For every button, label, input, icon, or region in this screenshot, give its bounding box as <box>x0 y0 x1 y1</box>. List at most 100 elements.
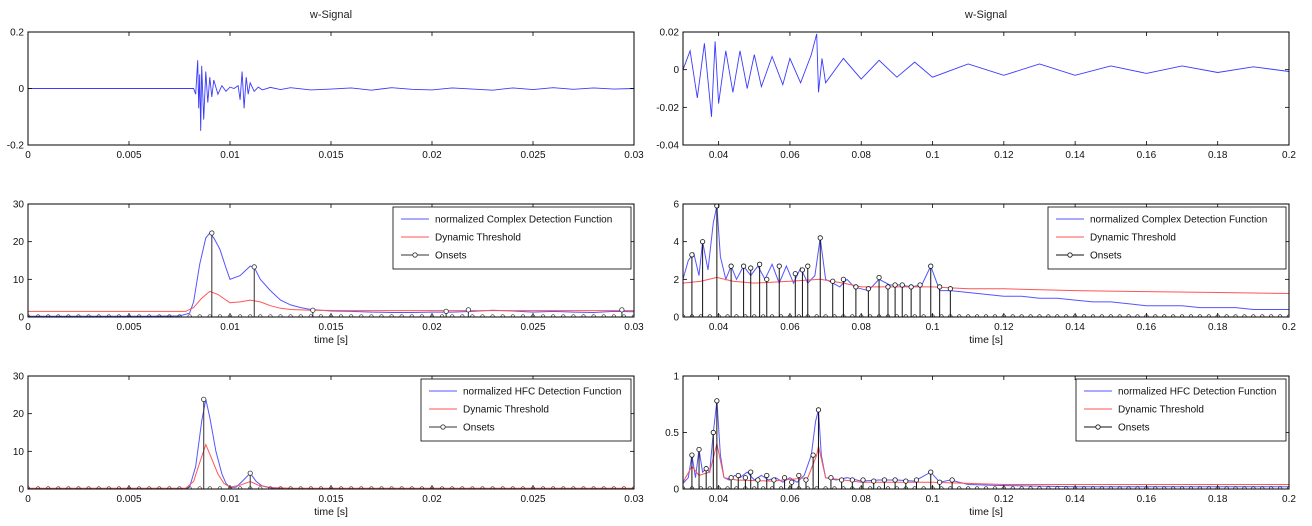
x-tick-label: 0.015 <box>318 150 343 161</box>
onset-marker <box>201 396 207 402</box>
chart-complex-left: 0 0.005 0.01 0.015 0.02 0.025 0.03 0 10 20 30 time … <box>13 200 644 347</box>
legend-box <box>392 206 632 270</box>
x-tick-label: 0.06 <box>780 322 800 333</box>
onset-marker <box>928 263 934 269</box>
onset-marker <box>789 479 795 485</box>
y-tick-label: 0 <box>18 485 24 496</box>
x-tick-label: 0.02 <box>422 494 442 505</box>
y-tick-label: 10 <box>13 275 25 286</box>
plot-area <box>683 33 1289 117</box>
legend-label: Dynamic Threshold <box>1118 405 1204 416</box>
onset-marker <box>796 472 802 479</box>
onset-marker <box>781 475 788 481</box>
series-line-threshold <box>683 276 1289 294</box>
legend-label: normalized Complex Detection Function <box>435 215 612 226</box>
onset-marker <box>830 278 836 284</box>
x-tick-label: 0.1 <box>926 150 940 161</box>
onset-marker <box>860 477 866 483</box>
x-tick-label: 0.1 <box>926 494 940 505</box>
axes-box <box>682 203 1290 318</box>
y-tick-label: 0 <box>673 65 679 76</box>
onset-marker <box>465 307 471 313</box>
onset-marker <box>764 276 770 282</box>
x-tick-label: 0.01 <box>220 322 240 333</box>
legend-box <box>1047 206 1287 270</box>
x-tick-label: 0.16 <box>1137 494 1157 505</box>
y-tick-label: 0.02 <box>660 28 680 39</box>
y-tick-label: 6 <box>673 200 679 211</box>
legend-marker <box>1067 252 1073 258</box>
x-tick-label: 0.2 <box>1282 494 1296 505</box>
onset-marker <box>947 286 953 292</box>
series-line-threshold <box>28 290 634 312</box>
legend-label: Onsets <box>1090 251 1122 262</box>
onset-marker <box>928 469 934 475</box>
y-tick-label: 0 <box>673 485 679 496</box>
x-tick-label: 0.04 <box>709 150 729 161</box>
onset-marker <box>714 204 720 209</box>
x-tick-label: 0.015 <box>318 494 343 505</box>
onset-marker <box>742 475 748 481</box>
chart-complex-right: 0.04 0.06 0.08 0.1 0.12 0.14 0.16 0.18 0.2 0 2 4 6 ti… <box>673 200 1296 347</box>
x-tick-label: 0.005 <box>116 150 141 161</box>
x-axis-label: time [s] <box>969 506 1003 518</box>
y-tick-label: 20 <box>13 237 25 248</box>
onset-marker <box>949 477 955 483</box>
onset-marker <box>908 284 914 290</box>
chart-title: w-Signal <box>309 9 352 21</box>
y-tick-label: 0.5 <box>665 428 679 439</box>
onset-marker <box>817 235 823 241</box>
onset-marker <box>839 477 845 483</box>
y-tick-label: 20 <box>13 409 25 420</box>
x-tick-label: 0.12 <box>994 494 1014 505</box>
chart-signal-left: w-Signal 0 0.005 0.01 0.015 0.02 0.025 0.03 -0.2… <box>7 9 644 161</box>
legend-box <box>1075 378 1287 442</box>
x-tick-label: 0.1 <box>926 322 940 333</box>
y-tick-label: -0.04 <box>656 141 679 152</box>
legend: normalized Complex Detection Function Dyn… <box>1047 206 1287 270</box>
legend-label: normalized HFC Detection Function <box>463 387 621 398</box>
onset-marker <box>696 446 702 453</box>
x-tick-label: 0 <box>25 494 31 505</box>
onset-marker <box>771 477 777 483</box>
y-tick-label: -0.2 <box>7 141 25 152</box>
plot-area <box>28 230 634 317</box>
onset-marker <box>871 478 877 484</box>
onset-marker <box>885 284 891 290</box>
axes-box <box>682 31 1290 146</box>
x-axis-label: time [s] <box>314 334 348 346</box>
x-tick-label: 0.03 <box>624 322 644 333</box>
onset-marker <box>881 477 888 483</box>
y-tick-label: 10 <box>13 447 25 458</box>
onset-marker <box>849 477 855 483</box>
onset-marker <box>840 276 847 282</box>
x-tick-label: 0.03 <box>624 150 644 161</box>
legend-label: Onsets <box>435 251 467 262</box>
y-tick-label: 4 <box>673 237 679 248</box>
chart-title: w-Signal <box>964 9 1007 21</box>
legend: normalized Complex Detection Function Dyn… <box>392 206 632 270</box>
legend-marker <box>440 424 446 430</box>
onset-marker <box>805 263 811 269</box>
onset-marker <box>700 239 706 245</box>
x-tick-label: 0.03 <box>624 494 644 505</box>
y-tick-label: 1 <box>673 372 679 383</box>
x-tick-label: 0.005 <box>116 322 141 333</box>
legend-box <box>420 378 632 442</box>
x-tick-label: 0.01 <box>220 150 240 161</box>
onset-marker <box>689 252 695 258</box>
legend-marker <box>1095 424 1101 430</box>
series-line-threshold <box>683 443 1289 485</box>
chart-hfc-right: 0.04 0.06 0.08 0.1 0.12 0.14 0.16 0.18 0.2 0 0.5 1 t… <box>665 372 1296 519</box>
x-tick-label: 0.06 <box>780 494 800 505</box>
x-axis-label: time [s] <box>314 506 348 518</box>
onset-marker <box>913 477 920 483</box>
onset-marker <box>937 284 943 290</box>
legend-label: Dynamic Threshold <box>1090 233 1176 244</box>
y-tick-label: 30 <box>13 372 25 383</box>
x-tick-label: 0.08 <box>852 150 872 161</box>
legend-label: Dynamic Threshold <box>463 405 549 416</box>
onset-marker <box>748 265 754 271</box>
x-tick-label: 0.06 <box>780 150 800 161</box>
onset-marker <box>810 452 816 458</box>
